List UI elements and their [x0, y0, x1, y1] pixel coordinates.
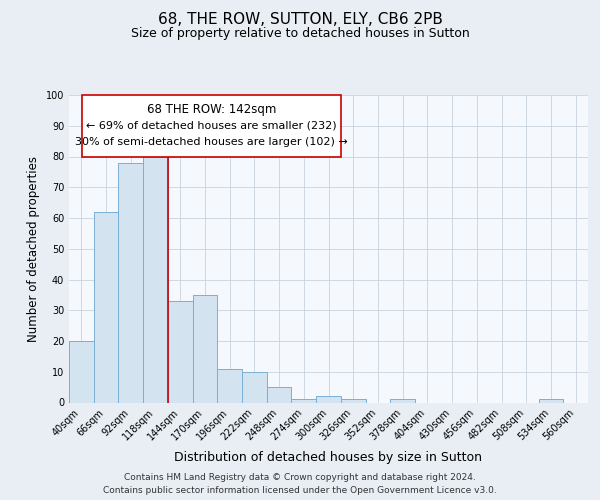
Bar [143, 156, 168, 402]
Bar [94, 212, 118, 402]
Bar [390, 400, 415, 402]
Bar [316, 396, 341, 402]
Bar [168, 301, 193, 402]
Text: Contains HM Land Registry data © Crown copyright and database right 2024.
Contai: Contains HM Land Registry data © Crown c… [103, 473, 497, 495]
Text: Size of property relative to detached houses in Sutton: Size of property relative to detached ho… [131, 28, 469, 40]
Bar [193, 295, 217, 403]
Bar [242, 372, 267, 402]
Bar [118, 162, 143, 402]
Bar [69, 341, 94, 402]
Bar [267, 387, 292, 402]
Bar [539, 400, 563, 402]
Y-axis label: Number of detached properties: Number of detached properties [27, 156, 40, 342]
FancyBboxPatch shape [82, 95, 341, 156]
Text: 68, THE ROW, SUTTON, ELY, CB6 2PB: 68, THE ROW, SUTTON, ELY, CB6 2PB [158, 12, 442, 28]
Text: 68 THE ROW: 142sqm: 68 THE ROW: 142sqm [147, 104, 277, 117]
Text: 30% of semi-detached houses are larger (102) →: 30% of semi-detached houses are larger (… [76, 136, 348, 146]
Text: ← 69% of detached houses are smaller (232): ← 69% of detached houses are smaller (23… [86, 120, 337, 130]
Bar [217, 368, 242, 402]
Bar [292, 400, 316, 402]
X-axis label: Distribution of detached houses by size in Sutton: Distribution of detached houses by size … [175, 450, 482, 464]
Bar [341, 400, 365, 402]
